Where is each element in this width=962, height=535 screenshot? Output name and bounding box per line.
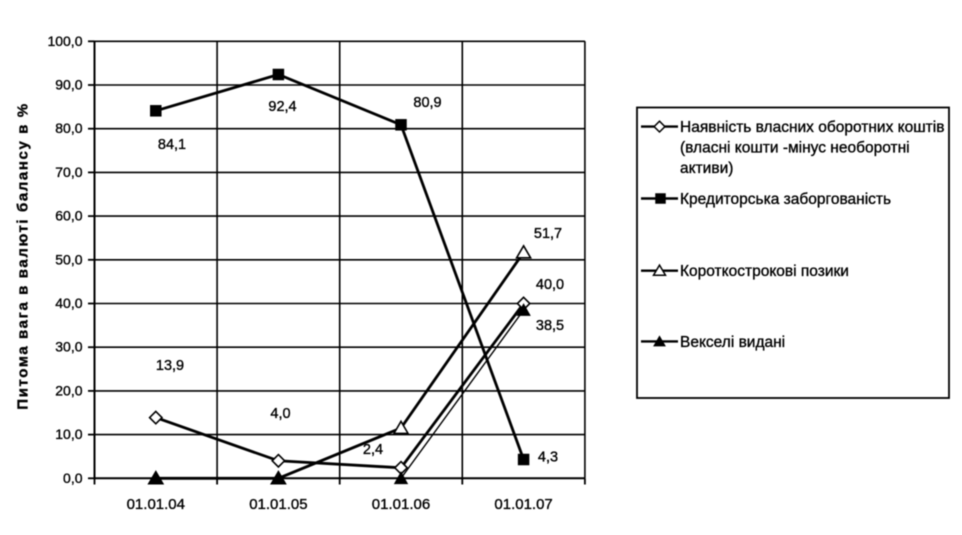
- svg-text:20,0: 20,0: [55, 382, 82, 398]
- svg-text:80,9: 80,9: [413, 95, 441, 111]
- svg-text:38,5: 38,5: [536, 318, 564, 334]
- svg-text:40,0: 40,0: [55, 295, 82, 311]
- svg-text:активи): активи): [680, 160, 733, 177]
- svg-text:70,0: 70,0: [55, 164, 82, 180]
- svg-text:01.01.04: 01.01.04: [127, 496, 185, 513]
- svg-text:Короткострокові позики: Короткострокові позики: [680, 263, 849, 280]
- svg-text:50,0: 50,0: [55, 251, 82, 267]
- svg-text:2,4: 2,4: [363, 442, 383, 458]
- svg-text:100,0: 100,0: [47, 33, 82, 49]
- svg-text:90,0: 90,0: [55, 77, 82, 93]
- svg-text:Питома вага в валюті балансу в: Питома вага в валюті балансу в %: [15, 102, 32, 409]
- svg-text:40,0: 40,0: [536, 277, 564, 293]
- svg-text:01.01.06: 01.01.06: [372, 496, 430, 513]
- svg-text:10,0: 10,0: [55, 426, 82, 442]
- svg-text:01.01.05: 01.01.05: [249, 496, 307, 513]
- svg-text:Кредиторська заборгованість: Кредиторська заборгованість: [680, 191, 891, 208]
- svg-text:51,7: 51,7: [534, 226, 562, 242]
- svg-text:60,0: 60,0: [55, 208, 82, 224]
- svg-text:(власні кошти -мінус необоротн: (власні кошти -мінус необоротні: [680, 140, 910, 157]
- svg-text:92,4: 92,4: [268, 99, 296, 115]
- svg-text:80,0: 80,0: [55, 120, 82, 136]
- svg-text:13,9: 13,9: [156, 358, 184, 374]
- svg-text:Наявність власних оборотних ко: Наявність власних оборотних коштів: [680, 119, 944, 136]
- svg-text:4,0: 4,0: [270, 406, 290, 422]
- svg-text:01.01.07: 01.01.07: [494, 496, 552, 513]
- svg-text:Векселі видані: Векселі видані: [680, 334, 785, 351]
- svg-text:0,0: 0,0: [63, 470, 83, 486]
- svg-text:84,1: 84,1: [158, 137, 186, 153]
- svg-text:4,3: 4,3: [538, 450, 558, 466]
- svg-text:30,0: 30,0: [55, 339, 82, 355]
